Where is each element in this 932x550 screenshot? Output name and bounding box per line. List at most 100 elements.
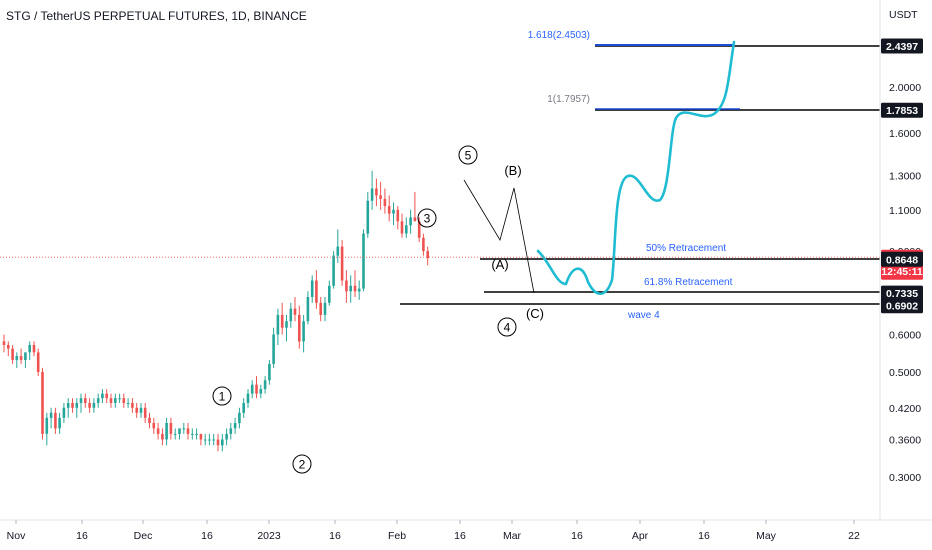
- candle: [165, 417, 168, 446]
- candle: [238, 407, 241, 429]
- candle: [225, 428, 228, 446]
- candle: [328, 280, 331, 306]
- candle: [126, 398, 130, 408]
- svg-text:5: 5: [465, 149, 472, 163]
- candle: [357, 280, 361, 300]
- candle: [242, 398, 245, 418]
- candle: [191, 428, 194, 440]
- projection-path: [536, 40, 736, 296]
- price-badge: 0.7335: [881, 285, 923, 301]
- candle: [405, 217, 408, 238]
- candle: [336, 229, 340, 263]
- y-tick-label: 0.3600: [889, 435, 921, 447]
- candle: [212, 433, 215, 446]
- candle: [66, 398, 70, 418]
- candle: [285, 314, 288, 342]
- x-tick-label: Nov: [7, 530, 26, 542]
- candle: [19, 348, 23, 364]
- price-axis[interactable]: 2.00001.60001.30001.10000.90000.60000.50…: [879, 0, 921, 520]
- x-tick-label: Apr: [632, 530, 649, 542]
- fib-1-label: 1(1.7957): [547, 94, 590, 105]
- candle: [173, 428, 177, 440]
- y-tick-label: 0.4200: [889, 403, 921, 415]
- price-badge: 0.6902: [881, 298, 923, 314]
- candle: [400, 213, 404, 238]
- candle: [203, 433, 207, 446]
- candle: [131, 398, 134, 413]
- abc-correction-line: [463, 179, 535, 294]
- candle: [148, 412, 151, 429]
- candle: [229, 423, 233, 440]
- candle: [289, 302, 293, 328]
- candle: [88, 398, 91, 413]
- wave-2-marker: 2: [292, 454, 312, 474]
- svg-text:2.4397: 2.4397: [886, 41, 918, 53]
- candle: [75, 398, 79, 418]
- candle: [58, 412, 61, 434]
- candle: [143, 403, 147, 423]
- candle: [161, 428, 164, 446]
- candle: [396, 206, 400, 230]
- candle: [71, 398, 74, 413]
- candle: [246, 389, 250, 408]
- y-tick-label: 1.3000: [889, 171, 921, 183]
- svg-text:1: 1: [219, 390, 226, 404]
- candle: [250, 380, 254, 399]
- candle: [293, 297, 297, 322]
- price-badges: 2.43971.78530.873712:45:110.86480.73350.…: [881, 38, 923, 314]
- candle: [101, 389, 104, 403]
- candle: [2, 334, 6, 353]
- price-badge: 2.4397: [881, 38, 923, 54]
- candle: [383, 188, 387, 214]
- candle: [263, 376, 267, 394]
- candle: [84, 393, 87, 408]
- wave-b-label: (B): [504, 163, 521, 178]
- candle: [195, 428, 198, 440]
- retracement-50-label: 50% Retracement: [646, 243, 726, 254]
- y-tick-label: 0.5000: [889, 367, 921, 379]
- y-tick-label: 1.6000: [889, 128, 921, 140]
- candle: [392, 202, 395, 226]
- candle: [221, 433, 224, 452]
- candle: [298, 305, 301, 349]
- candle: [366, 191, 370, 238]
- x-tick-label: 16: [698, 530, 710, 542]
- candle: [302, 314, 305, 353]
- wave-1-marker: 1: [212, 386, 232, 406]
- candle: [208, 433, 211, 446]
- candle: [375, 178, 378, 207]
- x-tick-label: Mar: [503, 530, 522, 542]
- candle: [332, 251, 335, 289]
- x-tick-label: 16: [201, 530, 213, 542]
- price-badge: 1.7853: [881, 102, 923, 118]
- svg-text:3: 3: [424, 212, 431, 226]
- svg-text:4: 4: [504, 321, 511, 335]
- time-axis[interactable]: Nov 16 Dec 16 2023 16 Feb 16 Mar 16 Apr 16 May 22: [0, 519, 932, 542]
- wave-c-label: (C): [526, 306, 544, 321]
- candle: [15, 352, 19, 368]
- candle: [178, 428, 181, 440]
- candle: [139, 403, 143, 418]
- candle: [24, 352, 27, 368]
- x-tick-label: 16: [76, 530, 88, 542]
- x-tick-label: Feb: [388, 530, 406, 542]
- candle: [182, 423, 186, 434]
- candle: [11, 345, 14, 364]
- candle: [340, 240, 344, 286]
- candle: [28, 341, 31, 360]
- candle: [45, 412, 49, 446]
- candle: [323, 297, 327, 322]
- candle: [79, 393, 83, 413]
- candle: [233, 417, 237, 434]
- candle: [32, 341, 36, 357]
- svg-text:0.6902: 0.6902: [886, 301, 918, 313]
- chart-title: STG / TetherUS PERPETUAL FUTURES, 1D, BI…: [6, 9, 307, 23]
- candle: [36, 348, 40, 377]
- candle: [315, 270, 318, 309]
- svg-text:2: 2: [299, 458, 306, 472]
- candle: [186, 423, 190, 440]
- candle: [353, 270, 357, 297]
- svg-text:12:45:11: 12:45:11: [881, 266, 923, 278]
